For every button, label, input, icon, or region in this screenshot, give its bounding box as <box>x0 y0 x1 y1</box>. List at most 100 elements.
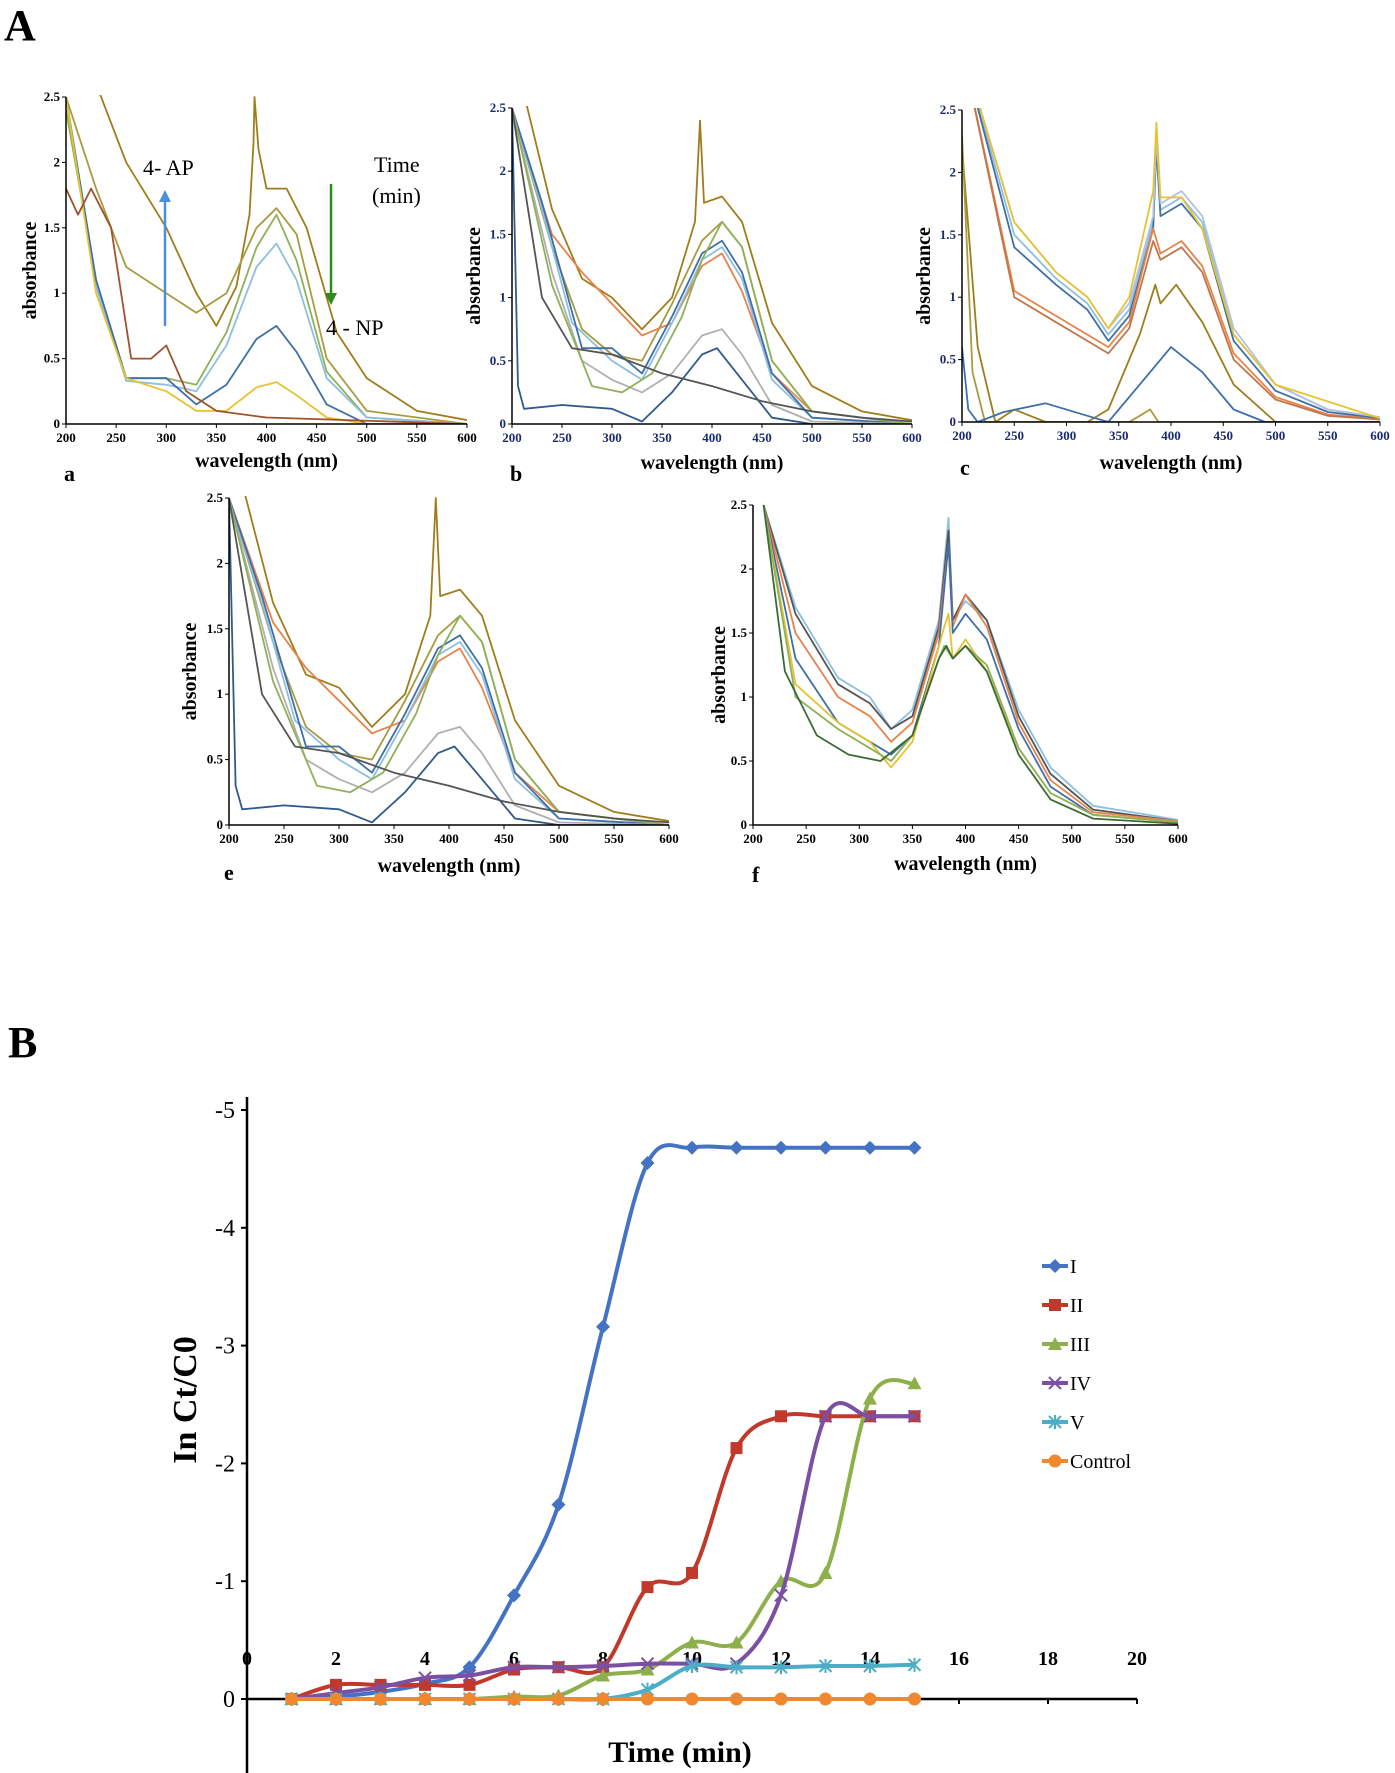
y-tick-label: 1 <box>217 686 224 701</box>
annotation-4-ap: 4- AP <box>143 155 194 180</box>
spectrum-panel-c: 200 250 300 350 400 450 500 550 60000.511.522.5w… <box>913 48 1390 480</box>
x-tick-label: 600 <box>457 430 477 445</box>
y-tick-label: 1 <box>741 689 748 704</box>
spectrum-curve-6 <box>512 108 912 424</box>
spectrum-curve-5 <box>512 108 912 424</box>
spectrum-curve-6 <box>962 147 1380 422</box>
spectrum-curve-2 <box>512 108 912 424</box>
x-axis-label: wavelength (nm) <box>1100 452 1243 474</box>
data-point <box>774 1141 788 1155</box>
data-point <box>597 1693 610 1706</box>
data-point <box>330 1693 343 1706</box>
x-tick-label: 500 <box>549 831 569 846</box>
legend-label: IV <box>1070 1373 1092 1395</box>
y-tick-label: -1 <box>215 1569 235 1595</box>
y-tick-label: 1.5 <box>731 625 748 640</box>
data-point <box>596 1320 610 1334</box>
panel-letter: b <box>510 461 522 486</box>
x-tick-label: 4 <box>420 1648 430 1670</box>
x-tick-label: 200 <box>502 430 522 445</box>
x-tick-label: 550 <box>1115 831 1135 846</box>
annotation-time-unit: (min) <box>372 183 421 208</box>
y-tick-label: 0.5 <box>731 753 748 768</box>
y-tick-label: 2.5 <box>731 497 748 512</box>
y-tick-label: 0 <box>950 414 957 429</box>
figure-label-b: B <box>8 1018 37 1067</box>
spectrum-curve-7 <box>512 108 912 424</box>
x-tick-label: 500 <box>1266 428 1286 443</box>
spectrum-curve-0 <box>512 45 912 420</box>
data-point <box>374 1693 387 1706</box>
x-tick-label: 550 <box>1318 428 1338 443</box>
spectrum-curve-7 <box>962 135 1380 422</box>
x-tick-label: 450 <box>494 831 514 846</box>
y-axis-label: absorbance <box>19 221 41 319</box>
x-tick-label: 250 <box>106 430 126 445</box>
spectrum-curve-1 <box>66 97 467 424</box>
y-tick-label: 1 <box>500 290 507 305</box>
data-point <box>686 1567 698 1579</box>
y-axis-label: absorbance <box>913 227 935 325</box>
data-point <box>908 1693 921 1706</box>
x-axis-label: wavelength (nm) <box>894 853 1037 875</box>
x-tick-label: 250 <box>274 831 294 846</box>
spectrum-curve-0 <box>66 32 467 421</box>
x-tick-label: 600 <box>1370 428 1390 443</box>
x-tick-label: 2 <box>331 1648 341 1670</box>
y-tick-label: 1.5 <box>207 621 224 636</box>
spectrum-curve-1 <box>512 108 912 424</box>
panel-letter: e <box>224 860 234 885</box>
legend-label: Control <box>1070 1451 1132 1473</box>
spectrum-curve-1 <box>962 48 1380 419</box>
spectrum-curve-6 <box>229 498 669 825</box>
spectrum-curve-5 <box>66 97 467 424</box>
y-tick-label: 0 <box>500 416 507 431</box>
x-tick-label: 250 <box>1005 428 1025 443</box>
spectrum-curve-8 <box>229 498 669 822</box>
x-tick-label: 400 <box>439 831 459 846</box>
legend-label: I <box>1070 1256 1077 1278</box>
x-tick-label: 350 <box>207 430 227 445</box>
y-tick-label: -3 <box>215 1334 235 1360</box>
x-tick-label: 450 <box>1214 428 1234 443</box>
y-tick-label: 0.5 <box>490 353 507 368</box>
spectrum-curve-6 <box>66 189 467 424</box>
y-tick-label: 0.5 <box>207 752 224 767</box>
x-tick-label: 350 <box>652 430 672 445</box>
y-tick-label: 1.5 <box>940 227 957 242</box>
data-point <box>685 1141 699 1155</box>
spectrum-curve-1 <box>229 498 669 825</box>
y-tick-label: 1.5 <box>44 220 61 235</box>
y-tick-label: 0 <box>741 817 748 832</box>
y-tick-label: -5 <box>215 1098 235 1124</box>
series-i <box>285 1141 922 1706</box>
x-tick-label: 250 <box>552 430 572 445</box>
x-tick-label: 500 <box>802 430 822 445</box>
data-point <box>552 1693 565 1706</box>
data-point <box>642 1581 654 1593</box>
up-arrowhead-icon <box>159 190 171 202</box>
spectrum-panel-b: 200 250 300 350 400 450 500 550 60000.511.522.5w… <box>463 45 922 486</box>
y-tick-label: 2.5 <box>207 490 224 505</box>
spectrum-curve-0 <box>229 433 669 821</box>
y-tick-label: 0 <box>217 817 224 832</box>
y-tick-label: 2.5 <box>490 100 507 115</box>
x-tick-label: 200 <box>952 428 972 443</box>
y-axis-label: In Ct/C0 <box>167 1336 204 1464</box>
x-tick-label: 600 <box>902 430 922 445</box>
legend-marker-control <box>1049 1455 1062 1468</box>
x-tick-label: 300 <box>850 831 870 846</box>
spectrum-curve-1 <box>764 505 1178 821</box>
x-tick-label: 550 <box>407 430 427 445</box>
annotation-4-np: 4 - NP <box>326 315 383 340</box>
y-tick-label: -4 <box>215 1216 235 1242</box>
x-tick-label: 200 <box>219 831 239 846</box>
spectrum-panel-f: 200 250 300 350 400 450 500 550 60000.511.522.5w… <box>708 497 1188 887</box>
legend-marker-ii <box>1049 1299 1061 1311</box>
y-axis-label: absorbance <box>708 626 730 724</box>
data-point <box>731 1442 743 1454</box>
spectrum-curve-2 <box>229 498 669 825</box>
spectrum-curve-0 <box>962 48 1380 419</box>
data-point <box>641 1693 654 1706</box>
